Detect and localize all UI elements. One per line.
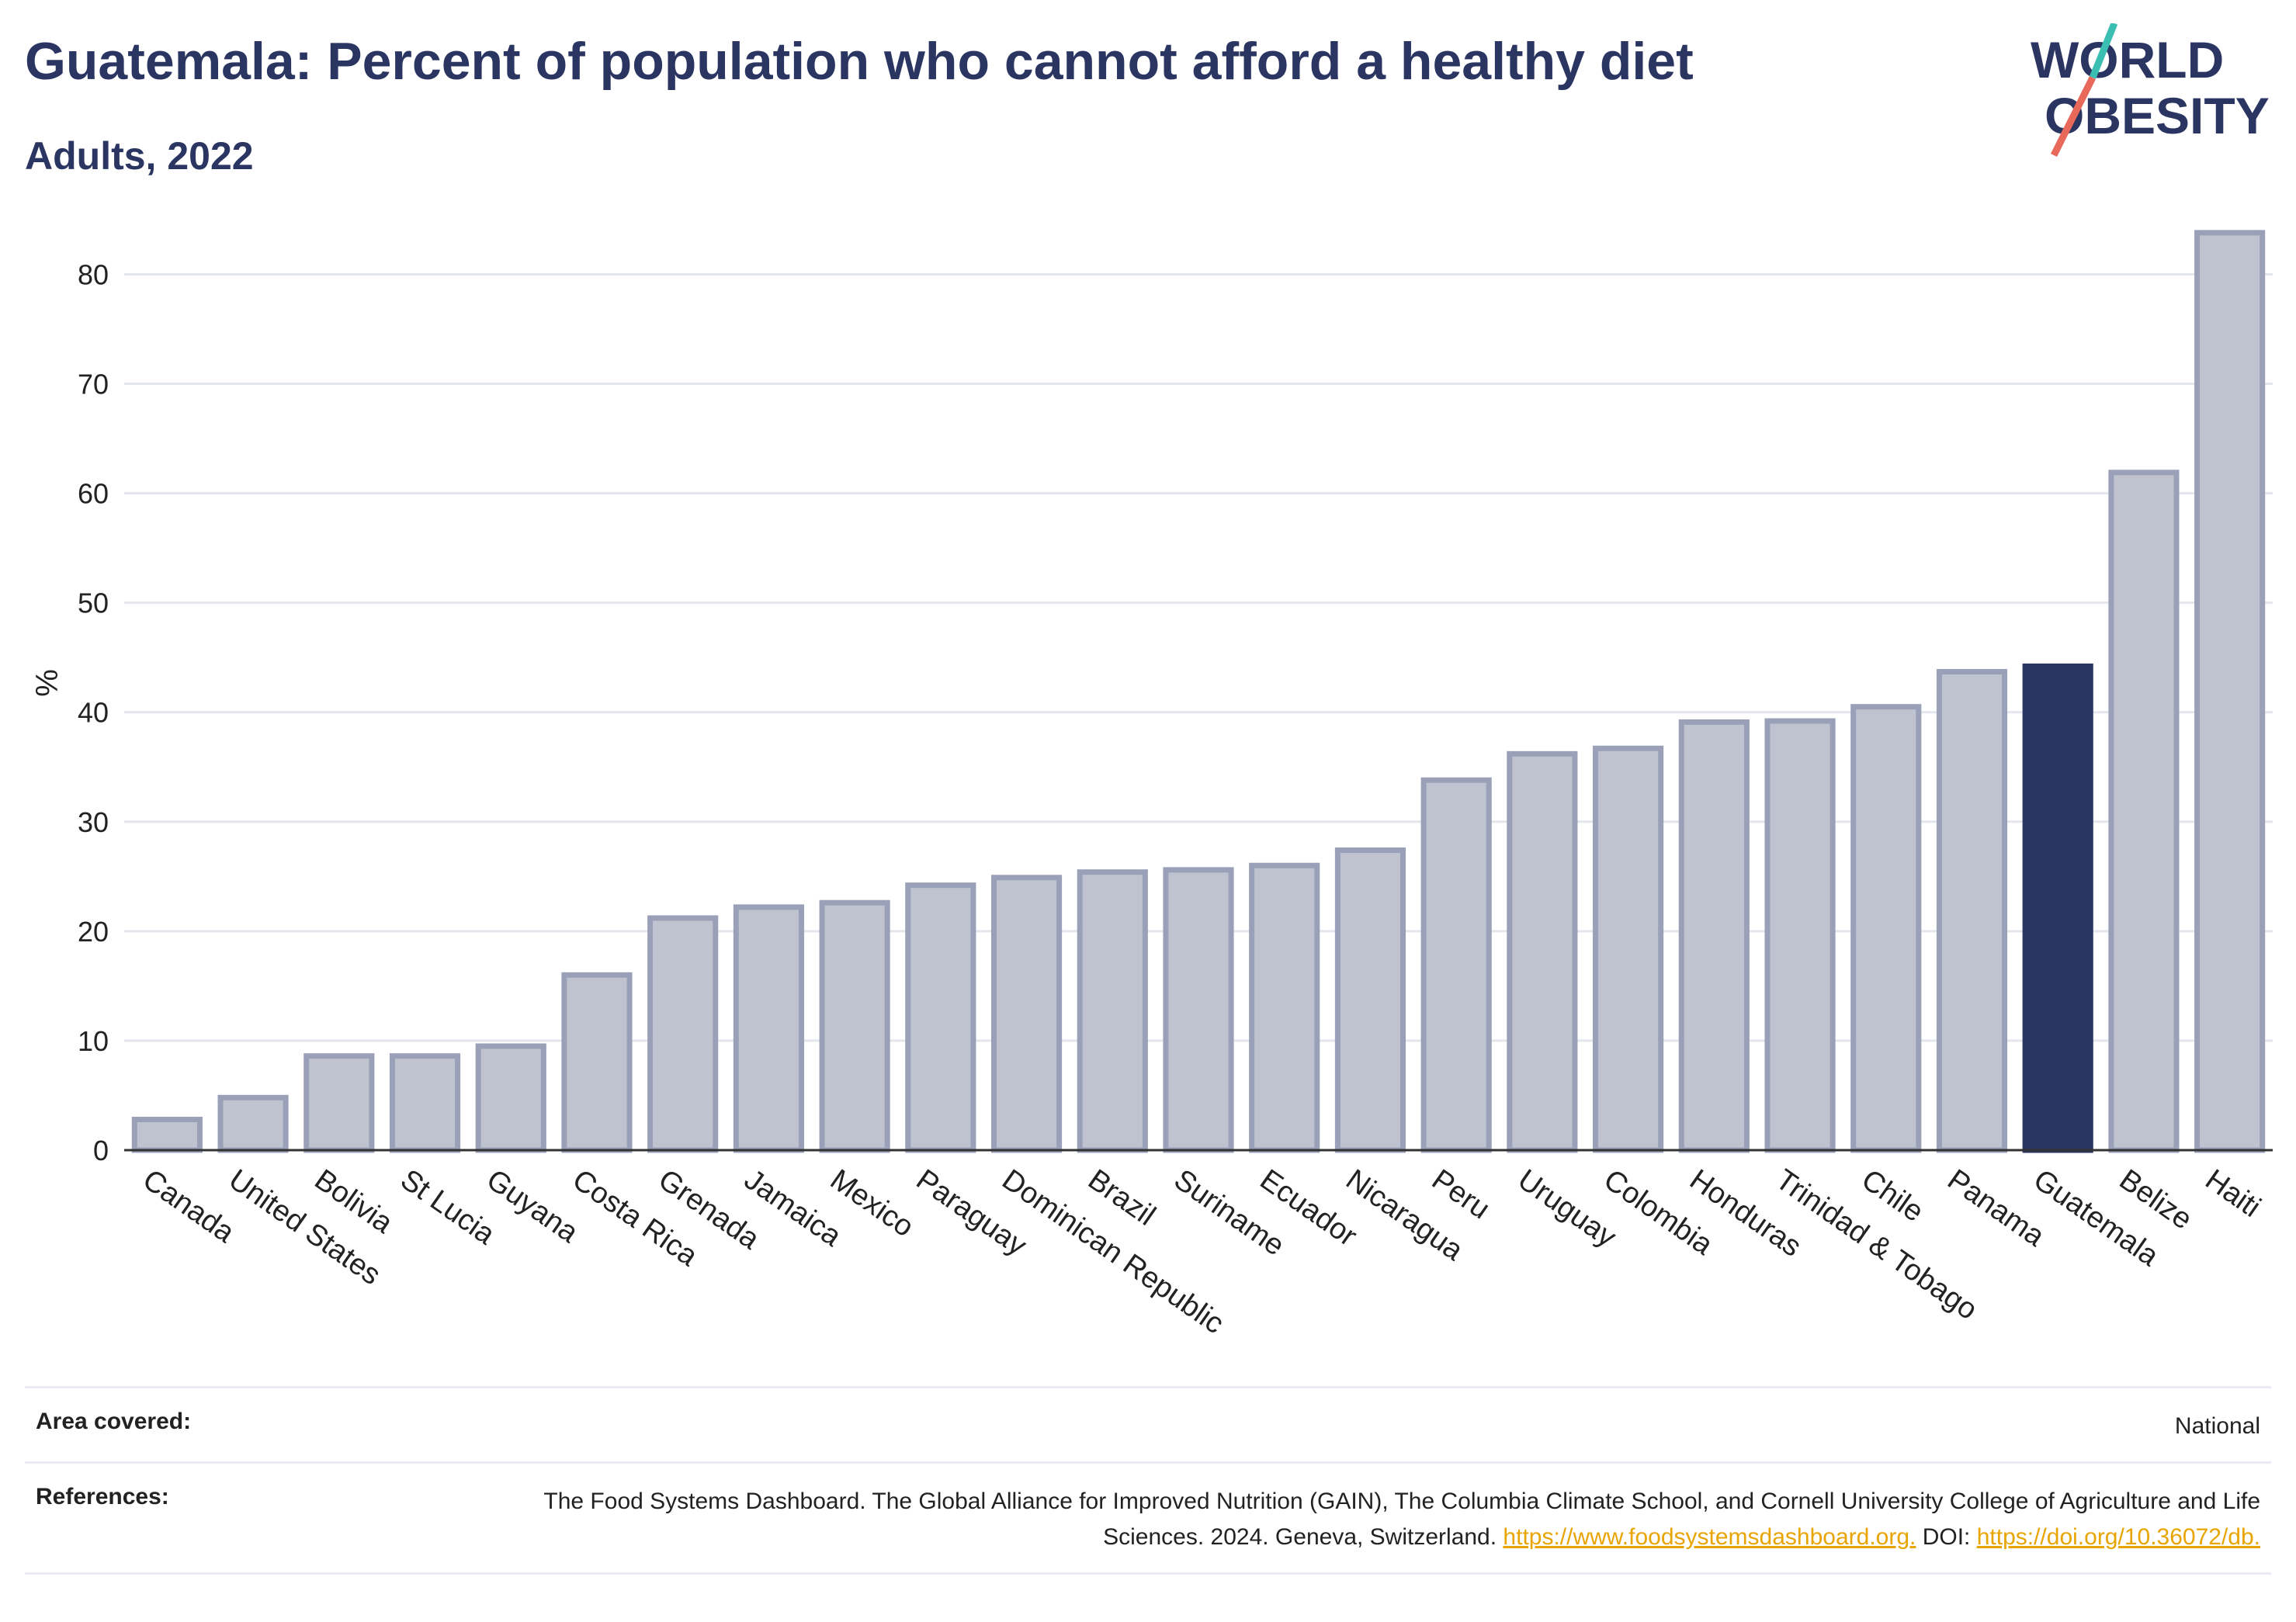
bar-st-lucia[interactable] bbox=[389, 1053, 461, 1153]
bar-guyana[interactable] bbox=[475, 1043, 546, 1153]
x-tick-label: Panama bbox=[1941, 1163, 2051, 1253]
bar-canada[interactable] bbox=[131, 1117, 203, 1153]
area-covered-row: Area covered: National bbox=[25, 1386, 2271, 1461]
references-label: References: bbox=[36, 1484, 169, 1509]
y-tick-label: 70 bbox=[78, 369, 109, 400]
bar-panama[interactable] bbox=[1936, 669, 2008, 1153]
bar-uruguay[interactable] bbox=[1507, 750, 1578, 1153]
y-tick-label: 60 bbox=[78, 478, 109, 510]
y-tick-label: 40 bbox=[78, 697, 109, 729]
bar-colombia[interactable] bbox=[1593, 745, 1664, 1153]
x-tick-label: Peru bbox=[1426, 1163, 1496, 1225]
bar-ecuador[interactable] bbox=[1249, 862, 1320, 1153]
x-tick-label: St Lucia bbox=[394, 1163, 501, 1252]
y-tick-label: 0 bbox=[93, 1135, 109, 1166]
area-covered-value: National bbox=[2174, 1413, 2260, 1439]
doi-label: DOI: bbox=[1922, 1524, 1971, 1550]
y-axis-label: % bbox=[30, 669, 64, 697]
bar-grenada[interactable] bbox=[647, 915, 719, 1153]
bar-united-states[interactable] bbox=[217, 1094, 289, 1153]
y-tick-label: 30 bbox=[78, 806, 109, 838]
bar-nicaragua[interactable] bbox=[1334, 847, 1406, 1153]
x-tick-label: United States bbox=[223, 1163, 387, 1291]
world-obesity-logo: WORLD OBESITY bbox=[2031, 23, 2270, 158]
bar-dominican-republic[interactable] bbox=[990, 875, 1063, 1153]
doi-link[interactable]: https://doi.org/10.36072/db. bbox=[1976, 1524, 2260, 1550]
bar-trinidad-tobago[interactable] bbox=[1764, 718, 1836, 1153]
bar-jamaica[interactable] bbox=[733, 904, 804, 1153]
dashboard-link[interactable]: https://www.foodsystemsdashboard.org. bbox=[1503, 1524, 1916, 1550]
bar-honduras[interactable] bbox=[1678, 719, 1750, 1153]
x-tick-label: Canada bbox=[137, 1163, 241, 1249]
y-tick-label: 50 bbox=[78, 587, 109, 619]
bar-costa-rica[interactable] bbox=[561, 972, 633, 1153]
bar-guatemala[interactable] bbox=[2022, 663, 2093, 1153]
bar-chile[interactable] bbox=[1850, 704, 1922, 1153]
bar-brazil[interactable] bbox=[1077, 869, 1148, 1153]
bar-paraguay[interactable] bbox=[905, 882, 976, 1153]
chart-subtitle: Adults, 2022 bbox=[25, 134, 254, 178]
chart-title: Guatemala: Percent of population who can… bbox=[25, 32, 1694, 91]
metadata-table: Area covered: National References: The F… bbox=[25, 1386, 2271, 1575]
references-text: The Food Systems Dashboard. The Global A… bbox=[543, 1489, 2260, 1550]
logo-line1: WORLD bbox=[2031, 31, 2224, 88]
references-value: The Food Systems Dashboard. The Global A… bbox=[475, 1484, 2260, 1555]
x-tick-label: Haiti bbox=[2199, 1163, 2266, 1224]
x-tick-label: Guyana bbox=[480, 1163, 584, 1249]
bar-haiti[interactable] bbox=[2194, 230, 2266, 1153]
bar-bolivia[interactable] bbox=[303, 1053, 375, 1153]
bar-suriname[interactable] bbox=[1163, 867, 1234, 1153]
bar-layer bbox=[131, 230, 2266, 1153]
logo-slash-teal bbox=[2089, 23, 2118, 79]
references-row: References: The Food Systems Dashboard. … bbox=[25, 1461, 2271, 1575]
logo-slash-coral bbox=[2050, 75, 2097, 158]
bar-belize[interactable] bbox=[2108, 470, 2180, 1153]
area-covered-label: Area covered: bbox=[36, 1409, 192, 1434]
bar-mexico[interactable] bbox=[819, 899, 890, 1153]
y-tick-labels: 0 10 20 30 40 50 60 70 80 bbox=[78, 258, 109, 1166]
y-tick-label: 10 bbox=[78, 1025, 109, 1057]
x-tick-label: Uruguay bbox=[1512, 1163, 1622, 1254]
bar-peru[interactable] bbox=[1420, 777, 1492, 1153]
y-tick-label: 80 bbox=[78, 258, 109, 290]
y-tick-label: 20 bbox=[78, 916, 109, 948]
